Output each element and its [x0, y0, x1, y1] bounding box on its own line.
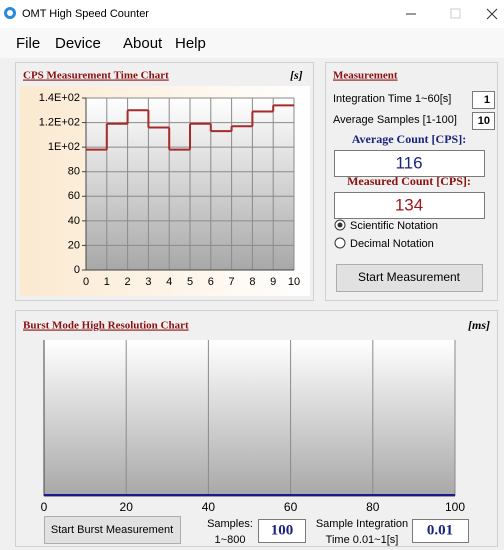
field-label: Sample Integration: [316, 518, 408, 530]
x-tick-label: 80: [366, 500, 380, 514]
x-tick-label: 100: [445, 500, 465, 514]
radio-label[interactable]: Scientific Notation: [350, 220, 438, 232]
readout-label: Average Count [CPS]:: [352, 132, 466, 146]
y-tick-label: 40: [68, 215, 80, 227]
measurement-panel: [325, 62, 498, 301]
x-tick-label: 2: [125, 276, 131, 288]
x-tick-label: 3: [145, 276, 151, 288]
menu-item[interactable]: Device: [55, 35, 101, 52]
button[interactable]: [44, 516, 181, 544]
y-tick-label: 1.4E+02: [39, 92, 80, 104]
radio[interactable]: [334, 237, 346, 249]
x-tick-label: 7: [229, 276, 235, 288]
radio-dot: [337, 222, 343, 228]
menu-item[interactable]: File: [16, 35, 40, 52]
input-value[interactable]: 0.01: [427, 522, 453, 538]
y-tick-label: 1E+02: [48, 141, 80, 153]
y-tick-label: 1.2E+02: [39, 116, 80, 128]
axis-unit: [ms]: [468, 318, 490, 332]
x-tick-label: 6: [208, 276, 214, 288]
y-tick-label: 20: [68, 239, 80, 251]
menu-item[interactable]: Help: [175, 35, 206, 52]
x-tick-label: 9: [270, 276, 276, 288]
field-label: Average Samples [1-100]: [333, 114, 457, 126]
axis-unit: [s]: [290, 68, 303, 82]
x-tick-label: 10: [288, 276, 300, 288]
close-button[interactable]: [486, 8, 498, 20]
y-tick-label: 80: [68, 166, 80, 178]
x-tick-label: 40: [202, 500, 216, 514]
maximize-button[interactable]: [450, 8, 461, 19]
x-tick-label: 60: [284, 500, 298, 514]
field-label: Time 0.01~1[s]: [326, 534, 399, 546]
panel-title: Burst Mode High Resolution Chart: [23, 320, 189, 332]
menu-item[interactable]: About: [123, 35, 163, 52]
x-tick-label: 4: [166, 276, 172, 288]
x-tick-label: 1: [104, 276, 110, 288]
menu-bar: [0, 28, 504, 58]
x-tick-label: 0: [41, 500, 48, 514]
readout-value: 134: [395, 195, 423, 214]
readout-label: Measured Count [CPS]:: [347, 174, 471, 188]
field-label: Integration Time 1~60[s]: [333, 93, 451, 105]
field-label: Samples:: [207, 518, 253, 530]
input-box[interactable]: [472, 112, 495, 130]
input-box[interactable]: [412, 519, 469, 543]
panel-title: Measurement: [333, 70, 398, 82]
button-label[interactable]: Start Burst Measurement: [51, 524, 173, 536]
button[interactable]: [336, 264, 483, 292]
y-tick-label: 60: [68, 190, 80, 202]
field-label: 1~800: [215, 534, 246, 546]
plot-area: [44, 340, 455, 496]
x-tick-label: 20: [120, 500, 134, 514]
input-value[interactable]: 10: [478, 115, 490, 127]
x-tick-label: 0: [83, 276, 89, 288]
window-title: OMT High Speed Counter: [22, 8, 149, 20]
title-bar: [0, 0, 504, 28]
button-label[interactable]: Start Measurement: [358, 270, 461, 284]
readout-box: [334, 150, 485, 177]
radio-label[interactable]: Decimal Notation: [350, 238, 434, 250]
input-value[interactable]: 100: [271, 522, 294, 538]
readout-box: [334, 192, 485, 219]
app-icon-inner: [7, 10, 13, 16]
input-box[interactable]: [472, 91, 495, 109]
readout-value: 116: [395, 153, 422, 172]
input-box[interactable]: [258, 519, 306, 543]
panel-title: CPS Measurement Time Chart: [23, 70, 169, 82]
y-tick-label: 0: [74, 264, 80, 276]
x-tick-label: 5: [187, 276, 193, 288]
input-value[interactable]: 1: [484, 94, 490, 106]
x-tick-label: 8: [249, 276, 255, 288]
